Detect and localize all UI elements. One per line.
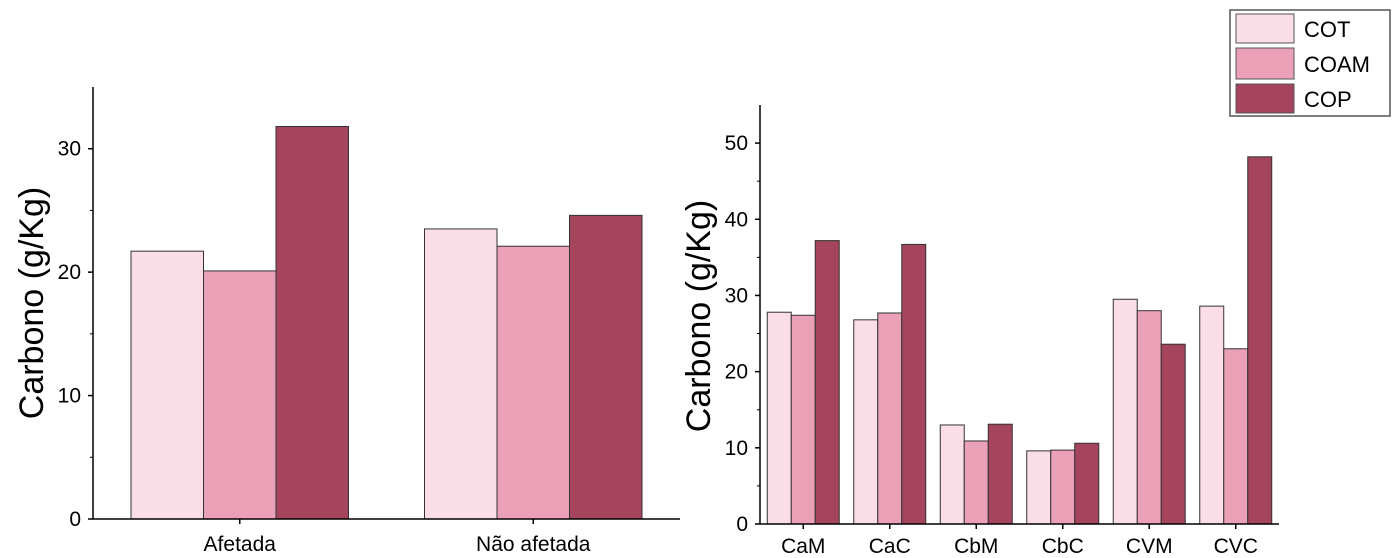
- legend-swatch-cot: [1235, 13, 1295, 44]
- legend-label-cot: COT: [1304, 17, 1350, 42]
- right-bar-cvc-coam: [1223, 348, 1249, 525]
- right-bar-cbc-coam: [1050, 449, 1076, 525]
- right-bar-cac-coam: [877, 312, 903, 525]
- right-x-tick-label-cvm: CVM: [1126, 535, 1173, 558]
- right-bar-cvm-cot: [1112, 298, 1138, 525]
- right-x-tick-label-cam: CaM: [781, 535, 825, 558]
- left-y-tick-label-20: 20: [58, 261, 81, 284]
- right-bar-chart: Carbono (g/Kg) CaM CaC CbM CbC CVM CVC 0 10 20 30…: [680, 105, 1279, 558]
- right-bar-cam-cot: [766, 311, 792, 525]
- right-x-tick-label-cvc: CVC: [1214, 535, 1258, 558]
- right-y-tick-label-40: 40: [725, 208, 748, 231]
- legend-swatch-coam: [1235, 47, 1295, 80]
- right-bar-cam-coam: [790, 314, 816, 525]
- right-bar-cbm-coam: [963, 440, 989, 525]
- right-y-tick-label-50: 50: [725, 132, 748, 155]
- right-bar-cvm-coam: [1136, 310, 1162, 525]
- left-y-tick-label-0: 0: [69, 508, 81, 531]
- left-y-tick-label-30: 30: [58, 138, 81, 161]
- left-y-tick-label-10: 10: [58, 385, 81, 408]
- legend-swatch-cop: [1235, 83, 1295, 114]
- right-bar-cvc-cop: [1247, 156, 1273, 525]
- right-bar-cvc-cot: [1199, 305, 1225, 525]
- right-bar-cac-cot: [853, 319, 879, 525]
- legend-label-cop: COP: [1304, 87, 1352, 112]
- left-bar-afetada-cot: [130, 250, 204, 520]
- right-y-tick-label-0: 0: [736, 513, 748, 536]
- right-y-tick-label-20: 20: [725, 361, 748, 384]
- left-bar-nao-afetada-cot: [424, 228, 498, 520]
- right-bar-cbc-cot: [1026, 450, 1052, 525]
- left-x-tick-label-nao-afetada: Não afetada: [476, 533, 591, 556]
- right-bar-cac-cop: [901, 243, 927, 525]
- right-bar-cbm-cop: [987, 423, 1013, 525]
- right-bar-cbc-cop: [1074, 442, 1100, 525]
- right-y-tick-label-10: 10: [725, 437, 748, 460]
- left-bar-afetada-coam: [203, 270, 277, 520]
- left-bar-nao-afetada-cop: [569, 214, 643, 520]
- right-bar-cam-cop: [814, 240, 840, 525]
- left-x-tick-label-afetada: Afetada: [204, 533, 277, 556]
- legend-label-coam: COAM: [1304, 52, 1370, 77]
- left-bar-afetada-cop: [275, 125, 349, 520]
- left-bar-chart: Carbono (g/Kg) Afetada Não afetada 0 10 20 30: [13, 87, 680, 556]
- right-y-axis-title: Carbono (g/Kg): [680, 200, 718, 432]
- legend: COT COAM COP: [1229, 9, 1391, 117]
- right-x-tick-label-cac: CaC: [869, 535, 911, 558]
- right-bar-cbm-cot: [939, 424, 965, 525]
- right-x-tick-label-cbc: CbC: [1042, 535, 1084, 558]
- right-bar-cvm-cop: [1160, 343, 1186, 525]
- right-y-tick-label-30: 30: [725, 284, 748, 307]
- left-bar-nao-afetada-coam: [496, 245, 570, 520]
- left-y-axis-title: Carbono (g/Kg): [13, 187, 51, 419]
- right-x-tick-label-cbm: CbM: [954, 535, 998, 558]
